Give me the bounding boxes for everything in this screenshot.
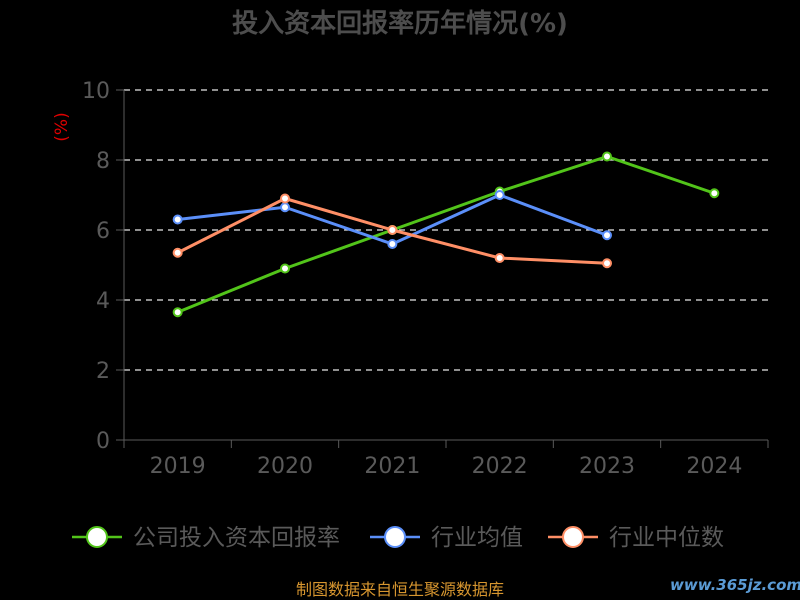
x-tick-label: 2023 bbox=[579, 454, 635, 479]
data-point[interactable] bbox=[494, 253, 505, 263]
data-point[interactable] bbox=[387, 225, 398, 235]
data-point[interactable] bbox=[387, 239, 398, 249]
y-tick-label: 6 bbox=[96, 219, 110, 244]
series-0 bbox=[172, 151, 720, 318]
data-point[interactable] bbox=[494, 190, 505, 200]
axes: 0 2 4 6 8 10 2019 2020 2021 2022 2023 2024 bbox=[82, 79, 769, 479]
legend-item[interactable]: 行业均值 bbox=[370, 525, 523, 551]
legend-label: 公司投入资本回报率 bbox=[133, 525, 340, 551]
x-tick-label: 2021 bbox=[364, 454, 420, 479]
legend-label: 行业均值 bbox=[431, 525, 523, 551]
data-point[interactable] bbox=[280, 202, 290, 213]
x-tick-label: 2019 bbox=[150, 454, 206, 479]
legend-marker bbox=[384, 526, 406, 548]
x-tick-label: 2024 bbox=[686, 454, 742, 479]
legend-label: 行业中位数 bbox=[609, 525, 724, 551]
x-tick-label: 2022 bbox=[472, 454, 528, 479]
legend-marker bbox=[562, 526, 584, 548]
series-line bbox=[177, 155, 715, 314]
data-point[interactable] bbox=[172, 247, 183, 258]
source-note: 制图数据来自恒生聚源数据库 bbox=[296, 580, 504, 599]
data-point[interactable] bbox=[280, 193, 290, 204]
series-lines bbox=[172, 151, 720, 318]
data-point[interactable] bbox=[172, 214, 183, 225]
series-2 bbox=[172, 193, 612, 269]
data-point[interactable] bbox=[602, 230, 612, 241]
y-tick-label: 4 bbox=[96, 289, 110, 314]
legend-marker bbox=[86, 526, 108, 548]
data-point[interactable] bbox=[709, 188, 720, 199]
y-tick-label: 8 bbox=[96, 149, 110, 174]
chart-title: 投入资本回报率历年情况(%) bbox=[232, 8, 568, 39]
data-point[interactable] bbox=[280, 263, 290, 274]
y-tick-label: 0 bbox=[96, 429, 110, 454]
watermark: www.365jz.com bbox=[670, 576, 800, 594]
data-point[interactable] bbox=[602, 151, 612, 162]
y-tick-label: 2 bbox=[96, 359, 110, 384]
legend[interactable]: 公司投入资本回报率 行业均值 行业中位数 bbox=[72, 525, 724, 551]
data-point[interactable] bbox=[602, 258, 612, 269]
legend-item[interactable]: 行业中位数 bbox=[548, 525, 724, 551]
series-1 bbox=[172, 190, 612, 249]
y-tick-label: 10 bbox=[82, 79, 110, 104]
x-tick-label: 2020 bbox=[257, 454, 313, 479]
data-point[interactable] bbox=[172, 307, 183, 318]
gridlines bbox=[124, 89, 768, 371]
legend-item[interactable]: 公司投入资本回报率 bbox=[72, 525, 340, 551]
y-axis-unit-label: (%) bbox=[52, 112, 72, 141]
